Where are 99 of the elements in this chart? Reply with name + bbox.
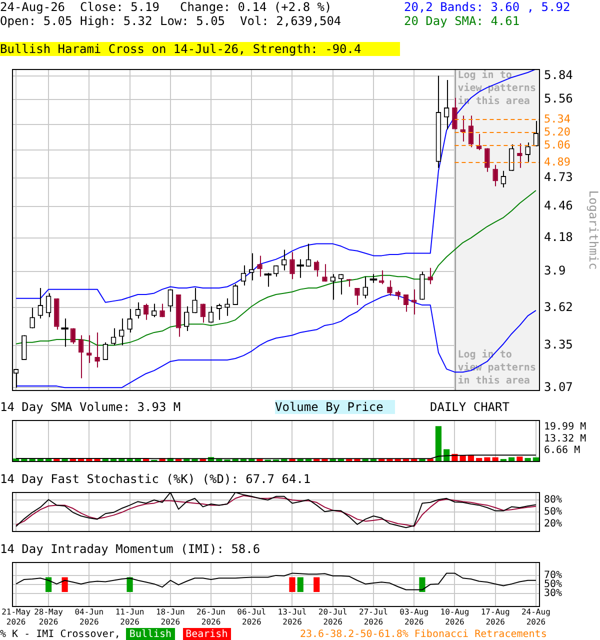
candlestick xyxy=(143,303,149,320)
candlestick xyxy=(46,292,52,318)
candlestick xyxy=(330,274,336,300)
x-tick-label: 17-Aug 2026 xyxy=(480,608,510,626)
text: High: 5.32 xyxy=(80,14,152,28)
candlestick xyxy=(281,249,287,271)
text: 20 Day SMA: 4.61 xyxy=(404,14,520,28)
candlestick xyxy=(362,276,368,299)
y-tick-label: 4.46 xyxy=(544,198,573,213)
candlestick xyxy=(484,148,490,172)
candlestick xyxy=(168,288,174,312)
x-tick-label: 11-Jun 2026 xyxy=(115,608,144,626)
x-tick-label: 24-Aug 2026 xyxy=(521,608,551,626)
y-tick-label: 3.07 xyxy=(544,380,573,394)
ref-line-label: 5.06 xyxy=(544,138,570,152)
candlestick xyxy=(428,267,433,285)
candlestick xyxy=(290,252,295,280)
y-tick-label: 19.99 M xyxy=(544,422,586,433)
y-tick-label: 13.32 M xyxy=(544,433,586,444)
y-tick-label: 5.84 xyxy=(544,68,573,82)
y-tick-label: 6.66 M xyxy=(544,444,580,456)
chart-title: 14 Day SMA Volume: 3.93 M xyxy=(0,400,181,414)
candlestick xyxy=(110,328,116,346)
candlestick xyxy=(160,303,165,318)
x-tick-label: 03-Aug 2026 xyxy=(400,608,429,626)
y-tick-label: 4.73 xyxy=(544,170,573,184)
candlestick xyxy=(184,306,190,332)
candlestick xyxy=(248,252,254,281)
y-tick-label: 3.35 xyxy=(544,337,573,352)
text: 20,2 Bands: 3.60 , 5.92 xyxy=(404,0,570,14)
bar xyxy=(435,426,442,462)
candlestick xyxy=(420,271,425,300)
x-tick-label: 21-May 2026 xyxy=(2,608,31,626)
candlestick xyxy=(411,288,417,315)
chart-title: 14 Day Fast Stochastic (%K) (%D): 67.7 64.1 xyxy=(0,472,311,486)
y-tick-label: 80% xyxy=(544,494,562,506)
candlestick xyxy=(354,288,360,306)
text: Close: 5.19 xyxy=(80,0,160,14)
candlestick xyxy=(135,302,141,320)
candlestick xyxy=(38,288,44,320)
text: Bearish xyxy=(182,628,231,640)
candlestick xyxy=(86,334,92,364)
chart-title: Bullish Harami Cross on 14-Jul-26, Strength: -90.4 xyxy=(0,42,400,56)
text: Volume By Price xyxy=(275,400,395,414)
ref-line-label: 5.34 xyxy=(544,112,571,126)
ref-line-label: 5.20 xyxy=(544,125,570,138)
y-tick-label: 20% xyxy=(544,518,562,530)
ref-line-label: 4.89 xyxy=(544,155,570,168)
y-tick-label: 4.18 xyxy=(544,230,573,244)
text: Bullish xyxy=(126,628,175,640)
text: Open: 5.05 xyxy=(0,14,72,28)
candlestick xyxy=(322,264,328,282)
candlestick xyxy=(517,142,522,168)
legend-title: % K - IMI Crossover, xyxy=(0,628,120,640)
candlestick xyxy=(492,164,498,187)
x-tick-label: 04-Jun 2026 xyxy=(74,608,104,626)
x-tick-label: 10-Aug 2026 xyxy=(440,608,470,626)
y-tick-label: 5.56 xyxy=(544,92,573,106)
text: Change: 0.14 (+2.8 %) xyxy=(180,0,332,14)
candlestick xyxy=(387,280,392,296)
y-tick-label: 50% xyxy=(544,578,562,590)
candlestick xyxy=(216,303,222,320)
candlestick xyxy=(452,97,458,130)
candlestick xyxy=(70,328,76,344)
candlestick xyxy=(525,142,530,162)
candlestick xyxy=(232,284,238,306)
candlestick xyxy=(224,298,230,316)
y-axis-title: Logarithmic xyxy=(586,190,600,270)
candlestick xyxy=(78,334,84,379)
candlestick xyxy=(127,308,132,333)
y-tick-label: 3.9 xyxy=(544,264,566,278)
candlestick xyxy=(403,294,409,312)
y-tick-label: 30% xyxy=(544,588,562,599)
text: Vol: 2,639,504 xyxy=(240,14,342,28)
x-tick-label: 20-Jul 2026 xyxy=(318,608,348,626)
candlestick xyxy=(257,255,262,278)
x-tick-label: 27-Jul 2026 xyxy=(359,608,388,626)
text: 23.6-38.2-50-61.8% Fibonacci Retracements xyxy=(300,628,547,640)
x-tick-label: 26-Jun 2026 xyxy=(196,608,226,626)
candlestick xyxy=(395,290,400,300)
x-tick-label: 28-May 2026 xyxy=(34,608,64,626)
candlestick xyxy=(192,288,198,314)
candlestick xyxy=(102,342,108,360)
candlestick xyxy=(444,79,450,130)
candlestick xyxy=(152,303,157,318)
x-tick-label: 18-Jun 2026 xyxy=(156,608,186,626)
text: Low: 5.05 xyxy=(160,14,226,28)
y-tick-label: 50% xyxy=(544,506,562,518)
y-tick-label: 3.62 xyxy=(544,300,573,314)
x-tick-label: 06-Jul 2026 xyxy=(237,608,266,626)
candlestick xyxy=(200,303,206,324)
text: 24-Aug-26 xyxy=(0,0,66,14)
candlestick xyxy=(30,307,35,329)
candlestick xyxy=(119,318,124,346)
text: DAILY CHART xyxy=(430,400,510,414)
candlestick xyxy=(338,274,344,296)
x-tick-label: 13-Jul 2026 xyxy=(278,608,307,626)
candlestick xyxy=(94,332,100,368)
chart-title: 14 Day Intraday Momentum (IMI): 58.6 xyxy=(0,542,260,556)
